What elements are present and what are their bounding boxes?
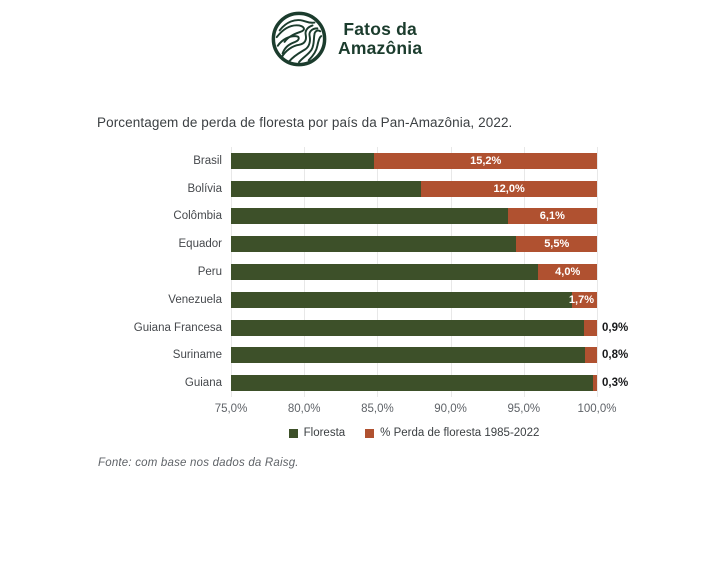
loss-segment — [583, 319, 597, 336]
loss-segment — [572, 291, 597, 308]
country-label: Peru — [197, 266, 222, 279]
bar-row: Guiana Francesa 0,9% — [97, 314, 628, 342]
legend-swatch-floresta — [288, 428, 298, 438]
loss-segment: 6,1% — [507, 208, 597, 225]
source-note: Fonte: com base nos dados da Raisg. — [98, 457, 299, 469]
forest-segment — [231, 347, 586, 364]
value-label: 0,3% — [602, 377, 629, 390]
forest-segment — [231, 236, 517, 253]
bar-track: 4,0% — [231, 264, 597, 281]
bar-row: Bolívia 12,0% — [97, 175, 597, 203]
bar-track: 0,8% — [231, 347, 628, 364]
loss-segment — [585, 347, 597, 364]
logo-text: Fatos da Amazônia — [338, 20, 422, 58]
x-tick-label: 90,0% — [434, 403, 467, 415]
country-label: Venezuela — [168, 293, 222, 306]
loss-segment: 4,0% — [538, 264, 597, 281]
bar-row: Suriname 0,8% — [97, 342, 628, 370]
chart-title: Porcentagem de perda de floresta por paí… — [97, 115, 513, 130]
loss-segment: 12,0% — [421, 180, 597, 197]
bar-track: 15,2% — [231, 152, 597, 169]
bar-row: Guiana 0,3% — [97, 369, 628, 397]
value-label: 1,7% — [568, 293, 594, 306]
x-tick-label: 80,0% — [287, 403, 321, 415]
bar-track: 5,5% — [231, 236, 597, 253]
bar-row: Brasil 15,2% — [97, 147, 597, 175]
legend-label-floresta: Floresta — [303, 427, 346, 439]
legend-item-floresta: Floresta — [288, 427, 346, 439]
bar-track: 1,7% — [231, 291, 597, 308]
forest-segment — [231, 375, 593, 392]
forest-segment — [231, 319, 584, 336]
country-label: Colômbia — [173, 210, 222, 223]
forest-segment — [231, 180, 422, 197]
logo: Fatos da Amazônia — [270, 10, 422, 68]
forest-segment — [231, 208, 508, 225]
country-label: Guiana — [184, 377, 222, 390]
legend-item-perda: % Perda de floresta 1985-2022 — [365, 427, 539, 439]
fatos-da-amazonia-logo-icon — [271, 11, 327, 67]
x-tick-label: 100,0% — [577, 403, 617, 415]
country-label: Bolívia — [187, 182, 222, 195]
bar-row: Equador 5,5% — [97, 230, 597, 258]
country-label: Guiana Francesa — [133, 321, 222, 334]
loss-segment: 15,2% — [374, 152, 597, 169]
legend-label-perda: % Perda de floresta 1985-2022 — [380, 427, 540, 439]
forest-segment — [231, 264, 539, 281]
value-label: 4,0% — [555, 266, 581, 279]
logo-text-line2: Amazônia — [338, 38, 423, 58]
x-tick-label: 95,0% — [507, 403, 541, 415]
loss-segment — [592, 375, 597, 392]
bar-row: Peru 4,0% — [97, 258, 597, 286]
loss-segment: 5,5% — [516, 236, 597, 253]
x-tick-label: 75,0% — [214, 403, 248, 415]
forest-segment — [231, 291, 573, 308]
bar-track: 12,0% — [231, 180, 597, 197]
value-label: 0,8% — [602, 349, 629, 362]
gridline — [597, 147, 598, 397]
legend-swatch-perda — [365, 428, 375, 438]
bar-track: 0,3% — [231, 375, 628, 392]
country-label: Suriname — [172, 349, 222, 362]
bar-rows: Brasil 15,2% Bolívia 12,0% Colômbia 6,1% Equad… — [97, 147, 628, 397]
x-tick-label: 85,0% — [361, 403, 394, 415]
forest-segment — [231, 152, 375, 169]
bar-chart: Brasil 15,2% Bolívia 12,0% Colômbia 6,1% Equad… — [97, 147, 628, 439]
value-label: 6,1% — [539, 210, 565, 223]
logo-text-line1: Fatos da — [343, 19, 417, 39]
value-label: 5,5% — [544, 238, 570, 251]
value-label: 15,2% — [470, 154, 502, 167]
bar-row: Venezuela 1,7% — [97, 286, 597, 314]
country-label: Equador — [178, 238, 222, 251]
country-label: Brasil — [193, 154, 222, 167]
x-axis: 75,0% 80,0% 85,0% 90,0% 95,0% 100,0% — [215, 403, 617, 419]
value-label: 12,0% — [493, 182, 525, 195]
value-label: 0,9% — [602, 321, 629, 334]
bar-track: 6,1% — [231, 208, 597, 225]
legend: Floresta % Perda de floresta 1985-2022 — [231, 427, 597, 439]
bar-row: Colômbia 6,1% — [97, 203, 597, 231]
bar-track: 0,9% — [231, 319, 628, 336]
